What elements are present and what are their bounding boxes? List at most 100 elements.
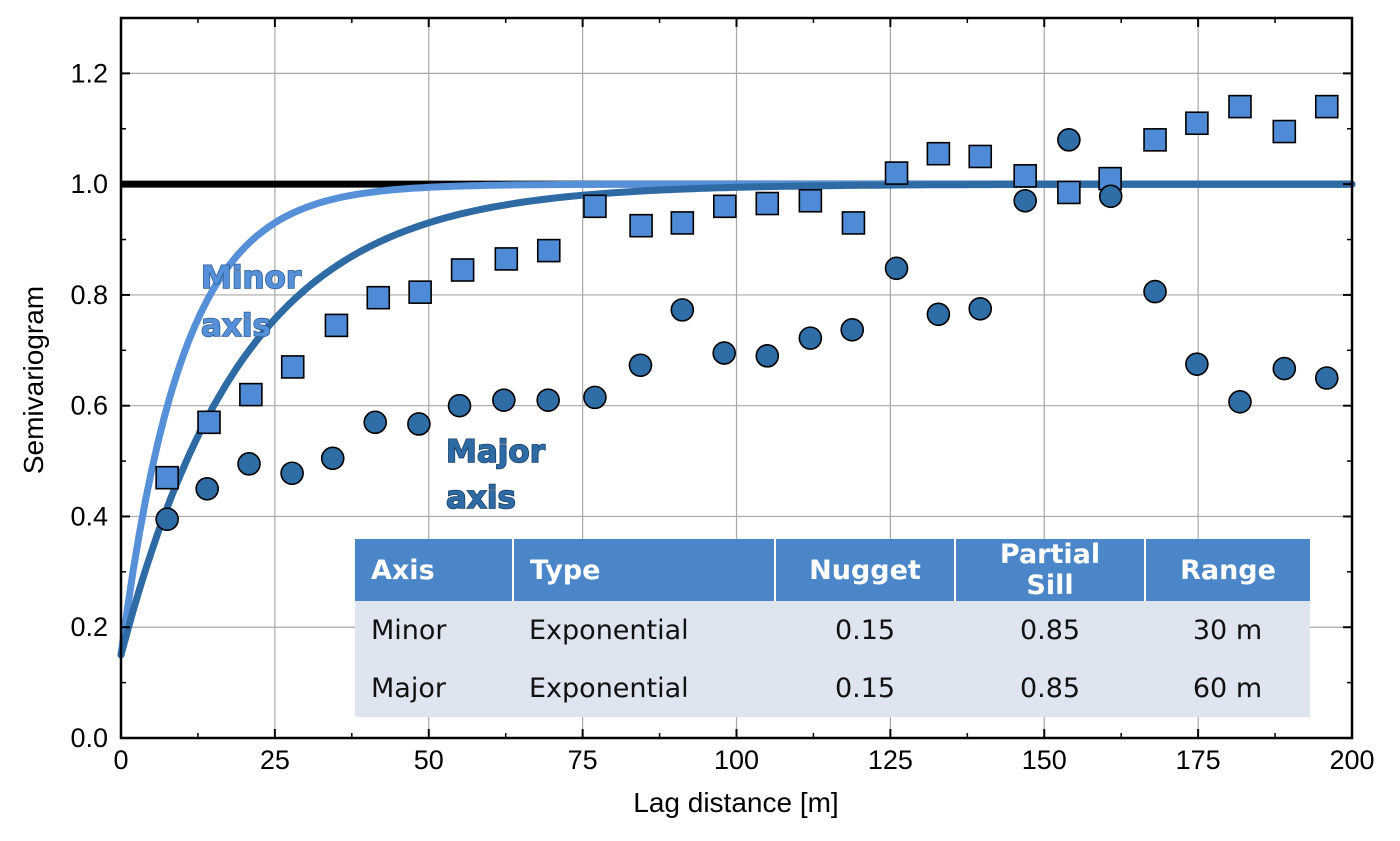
major-data-point bbox=[363, 410, 388, 435]
cell-range: 60 m bbox=[1145, 659, 1310, 717]
minor-data-point bbox=[1314, 94, 1339, 119]
minor-data-point bbox=[408, 280, 432, 304]
major-data-point bbox=[155, 507, 179, 532]
table-row: Major Exponential 0.15 0.85 60 m bbox=[355, 659, 1310, 717]
major-data-point bbox=[712, 341, 736, 365]
major-data-point bbox=[536, 388, 560, 412]
y-tick-labels: 0.0 0.2 0.4 0.6 0.8 1.0 1.2 bbox=[70, 58, 108, 753]
major-data-point bbox=[447, 393, 472, 418]
major-data-point bbox=[407, 412, 431, 436]
header-range: Range bbox=[1144, 539, 1310, 601]
major-data-point bbox=[1272, 356, 1297, 381]
cell-axis: Major bbox=[355, 659, 513, 717]
minor-data-point bbox=[197, 410, 221, 435]
major-data-point bbox=[320, 446, 345, 471]
major-data-point bbox=[798, 326, 823, 350]
model-curves bbox=[117, 180, 1356, 659]
header-axis: Axis bbox=[355, 539, 513, 601]
x-tick-label: 0 bbox=[113, 745, 128, 775]
major-data-point bbox=[884, 256, 909, 281]
major-data-point bbox=[237, 452, 261, 476]
cell-axis: Minor bbox=[355, 601, 513, 659]
minor-data-point bbox=[926, 141, 951, 166]
x-axis-title: Lag distance [m] bbox=[633, 787, 838, 818]
y-tick-label: 1.2 bbox=[70, 58, 108, 88]
minor-data-point bbox=[798, 188, 823, 213]
minor-data-point bbox=[713, 194, 737, 219]
major-data-point bbox=[1098, 184, 1123, 209]
x-tick-label: 150 bbox=[1022, 745, 1067, 775]
major-data-point bbox=[492, 388, 516, 412]
cell-type: Exponential bbox=[513, 601, 775, 659]
major-data-point bbox=[1314, 366, 1339, 390]
x-tick-label: 50 bbox=[414, 745, 444, 775]
y-tick-label: 0.4 bbox=[70, 501, 108, 531]
major-data-point bbox=[755, 344, 780, 368]
minor-data-point bbox=[1013, 164, 1037, 188]
header-type: Type bbox=[512, 539, 775, 601]
cell-nugget: 0.15 bbox=[775, 659, 955, 717]
cell-partial-sill: 0.85 bbox=[955, 659, 1145, 717]
table-row: Minor Exponential 0.15 0.85 30 m bbox=[355, 601, 1310, 659]
minor-data-point bbox=[755, 191, 780, 216]
minor-data-point bbox=[366, 285, 391, 310]
x-tick-label: 75 bbox=[568, 745, 598, 775]
y-tick-label: 0.6 bbox=[70, 391, 108, 421]
x-tick-labels: 0 25 50 75 100 125 150 175 200 bbox=[113, 745, 1374, 775]
x-tick-label: 100 bbox=[714, 745, 759, 775]
cell-type: Exponential bbox=[513, 659, 775, 717]
minor-data-point bbox=[1185, 111, 1209, 136]
cell-range: 30 m bbox=[1145, 601, 1310, 659]
major-axis-label-line1: Major bbox=[446, 434, 546, 470]
data-points bbox=[155, 94, 1339, 532]
major-data-point bbox=[583, 385, 607, 410]
minor-data-point bbox=[670, 211, 695, 235]
variogram-parameter-table: Axis Type Nugget Partial Sill Range Mino… bbox=[355, 539, 1310, 717]
table-header-row: Axis Type Nugget Partial Sill Range bbox=[355, 539, 1310, 601]
minor-data-point bbox=[1228, 94, 1252, 119]
header-partial-sill: Partial Sill bbox=[954, 539, 1145, 601]
minor-data-point bbox=[494, 247, 519, 271]
major-data-point bbox=[1228, 390, 1252, 414]
minor-data-point bbox=[968, 144, 993, 169]
major-data-point bbox=[840, 318, 865, 342]
minor-data-point bbox=[1057, 180, 1081, 205]
major-axis-label-line2: axis bbox=[446, 480, 516, 516]
tick-marks bbox=[120, 17, 1353, 739]
major-data-point bbox=[670, 298, 695, 322]
minor-data-point bbox=[536, 238, 561, 263]
minor-data-point bbox=[1143, 128, 1167, 152]
header-nugget: Nugget bbox=[774, 539, 955, 601]
major-data-point bbox=[1013, 188, 1037, 213]
major-data-point bbox=[1057, 128, 1081, 152]
x-tick-label: 175 bbox=[1176, 745, 1221, 775]
major-data-point bbox=[1143, 279, 1167, 304]
minor-data-point bbox=[884, 161, 909, 185]
x-tick-label: 125 bbox=[868, 745, 913, 775]
y-tick-label: 1.0 bbox=[70, 169, 108, 199]
minor-data-point bbox=[155, 465, 179, 490]
y-tick-label: 0.2 bbox=[70, 612, 108, 642]
x-tick-label: 25 bbox=[260, 745, 290, 775]
major-data-point bbox=[628, 353, 653, 378]
minor-axis-label-line2: axis bbox=[201, 308, 271, 344]
major-data-point bbox=[1185, 352, 1209, 376]
major-data-point bbox=[968, 296, 993, 321]
minor-data-point bbox=[629, 213, 653, 238]
cell-partial-sill: 0.85 bbox=[955, 601, 1145, 659]
major-data-point bbox=[280, 461, 304, 486]
minor-data-point bbox=[280, 355, 305, 379]
y-tick-label: 0.0 bbox=[70, 723, 108, 753]
minor-data-point bbox=[583, 194, 607, 219]
major-data-point bbox=[195, 476, 219, 501]
minor-data-point bbox=[239, 382, 263, 407]
minor-data-point bbox=[324, 313, 349, 338]
y-tick-label: 0.8 bbox=[70, 280, 108, 310]
minor-data-point bbox=[841, 211, 866, 235]
y-axis-title: Semivariogram bbox=[18, 286, 49, 474]
minor-data-point bbox=[1272, 119, 1297, 144]
minor-axis-label-line1: Minor bbox=[201, 260, 302, 296]
major-model-curve bbox=[117, 180, 1356, 659]
x-tick-label: 200 bbox=[1329, 745, 1374, 775]
